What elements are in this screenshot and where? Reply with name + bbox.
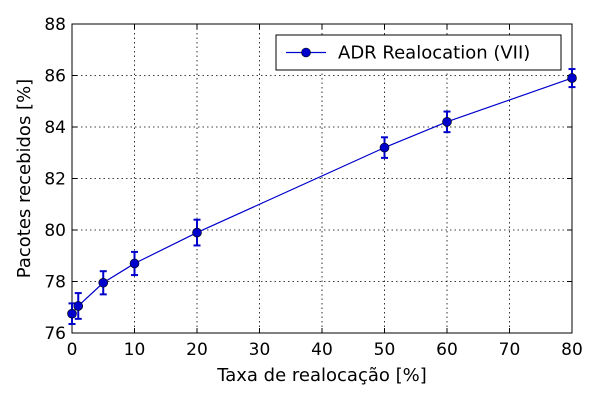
y-tick-label: 76: [44, 324, 66, 344]
series-layer: [67, 68, 577, 325]
grid: [72, 24, 572, 333]
x-axis-label: Taxa de realocação [%]: [216, 365, 427, 386]
data-point: [442, 117, 452, 127]
data-point: [379, 142, 390, 153]
x-tick-label: 50: [374, 340, 396, 360]
data-point: [567, 73, 577, 83]
y-tick-label: 84: [44, 118, 66, 138]
data-point: [73, 301, 84, 311]
y-tick-label: 82: [44, 170, 66, 190]
legend: ADR Realocation (VII): [275, 34, 562, 71]
y-tick-label: 80: [44, 221, 66, 241]
x-tick-label: 80: [561, 340, 583, 360]
x-tick-label: 20: [186, 340, 208, 360]
series-line: [71, 77, 573, 315]
y-axis-label: Pacotes recebidos [%]: [14, 79, 35, 278]
data-point: [67, 308, 77, 319]
data-point: [192, 227, 202, 238]
x-tick-label: 30: [249, 340, 271, 360]
y-tick-label: 88: [44, 15, 66, 35]
axis-ticks: 0 10 20 30 40 50 60 70 80 76 78 80 82 84 86 88: [44, 15, 582, 360]
data-point: [129, 258, 140, 269]
legend-entry: ADR Realocation (VII): [338, 43, 530, 64]
legend-marker-sample: [301, 47, 311, 58]
x-tick-label: 70: [499, 340, 521, 360]
x-tick-label: 60: [436, 340, 458, 360]
x-tick-label: 0: [67, 340, 78, 360]
y-tick-label: 78: [44, 273, 66, 293]
data-point: [98, 277, 109, 288]
y-tick-label: 86: [44, 67, 66, 87]
x-tick-label: 10: [124, 340, 146, 360]
x-tick-label: 40: [311, 340, 333, 360]
